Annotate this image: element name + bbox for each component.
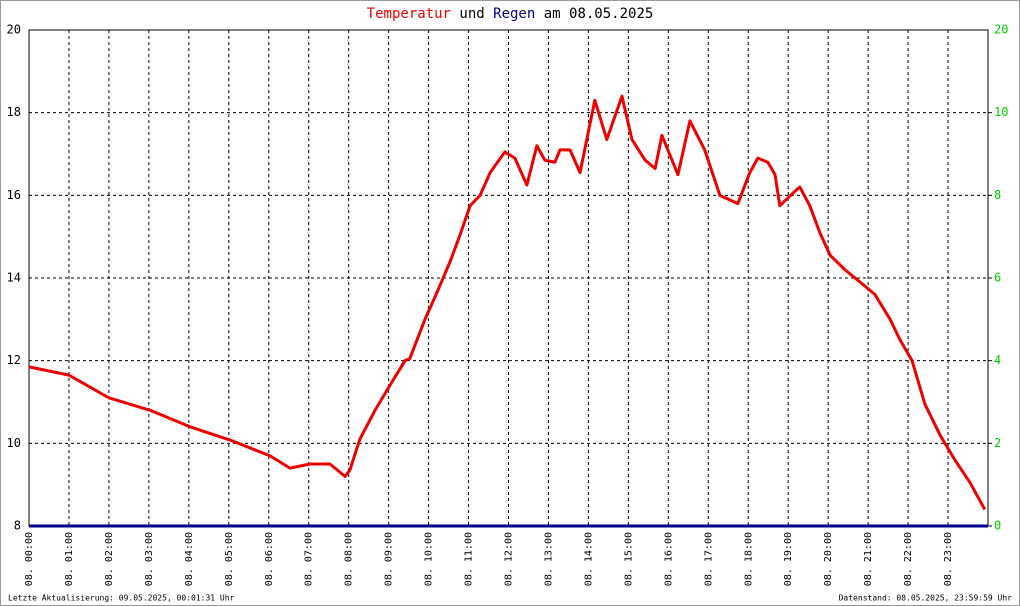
y-tick-label: 8 (14, 519, 21, 533)
y2-tick-label: 0 (994, 519, 1001, 533)
x-tick-label: 08. 09:00 (384, 532, 395, 586)
x-tick-label: 08. 11:00 (464, 532, 475, 586)
x-tick-label: 08. 18:00 (743, 532, 754, 586)
x-tick-label: 08. 17:00 (703, 532, 714, 586)
x-tick-label: 08. 05:00 (224, 532, 235, 586)
x-tick-label: 08. 02:00 (104, 532, 115, 586)
series-line (28, 94, 987, 511)
y2-tick-label: 6 (994, 271, 1001, 285)
y2-tick-label: 2 (994, 436, 1001, 450)
x-tick-label: 08. 01:00 (64, 532, 75, 586)
x-tick-label: 08. 00:00 (24, 532, 35, 586)
y-tick-label: 20 (7, 23, 21, 37)
x-tick-label: 08. 15:00 (623, 532, 634, 586)
y2-tick-label: 10 (994, 105, 1008, 119)
x-tick-label: 08. 21:00 (863, 532, 874, 586)
title-temperature: Temperatur (367, 6, 451, 22)
x-tick-label: 08. 06:00 (264, 532, 275, 586)
x-tick-label: 08. 22:00 (903, 532, 914, 586)
footer-updated: Letzte Aktualisierung: 09.05.2025, 00:01… (8, 594, 235, 603)
y-tick-label: 14 (7, 271, 21, 285)
y2-tick-label: 8 (994, 188, 1001, 202)
x-tick-label: 08. 08:00 (344, 532, 355, 586)
title-and: und (459, 6, 484, 22)
x-tick-label: 08. 19:00 (783, 532, 794, 586)
x-tick-label: 08. 20:00 (823, 532, 834, 586)
y-tick-label: 10 (7, 436, 21, 450)
x-tick-label: 08. 13:00 (543, 532, 554, 586)
y-tick-label: 18 (7, 105, 21, 119)
x-tick-label: 08. 14:00 (583, 532, 594, 586)
x-tick-label: 08. 16:00 (663, 532, 674, 586)
chart-title: Temperatur und Regen am 08.05.2025 (367, 6, 654, 22)
y-tick-label: 12 (7, 353, 21, 367)
y2-top-label: 20 (994, 23, 1008, 37)
x-tick-label: 08. 12:00 (504, 532, 515, 586)
x-tick-label: 08. 03:00 (144, 532, 155, 586)
footer-data-state: Datenstand: 08.05.2025, 23:59:59 Uhr (839, 594, 1013, 603)
title-rain: Regen (493, 6, 535, 22)
y2-tick-label: 4 (994, 353, 1001, 367)
x-tick-label: 08. 04:00 (184, 532, 195, 586)
x-tick-label: 08. 10:00 (424, 532, 435, 586)
x-tick-label: 08. 07:00 (304, 532, 315, 586)
x-tick-label: 08. 23:00 (943, 532, 954, 586)
y-tick-label: 16 (7, 188, 21, 202)
title-date: am 08.05.2025 (544, 6, 654, 22)
